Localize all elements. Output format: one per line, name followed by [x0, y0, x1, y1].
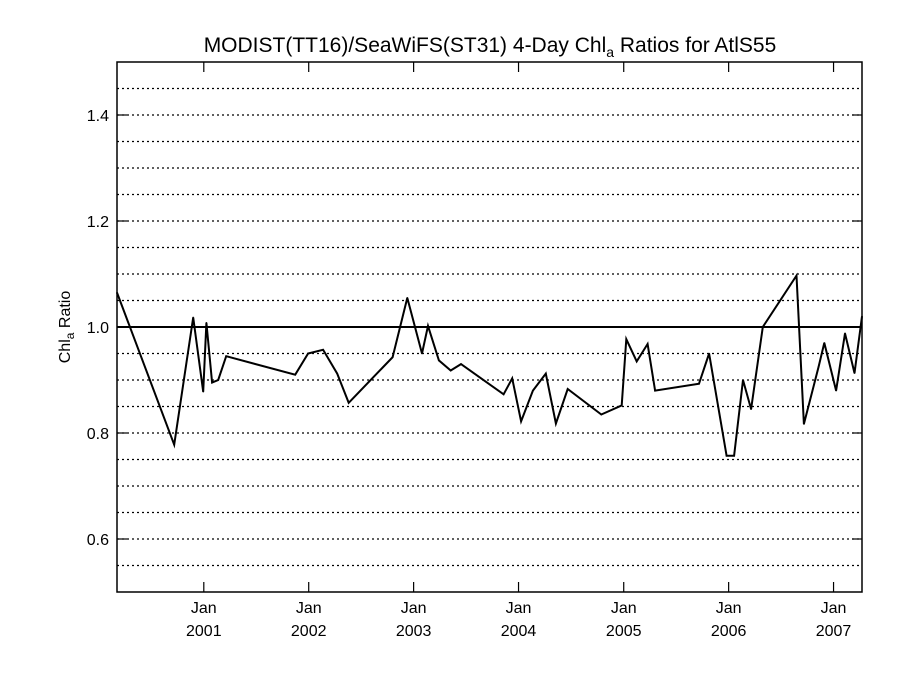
- y-axis-label-suffix: Ratio: [57, 291, 74, 333]
- data-points: [116, 274, 863, 457]
- data-point: [460, 363, 462, 365]
- data-point: [211, 381, 213, 384]
- data-point: [225, 355, 228, 357]
- data-point: [322, 348, 324, 351]
- data-point: [566, 388, 569, 390]
- data-point: [205, 321, 208, 324]
- data-point: [532, 389, 534, 392]
- chart-title-subscript: a: [606, 44, 614, 60]
- y-axis: 0.6 0.8 1.0 1.2 1.4: [87, 108, 862, 549]
- x-tick-label-month: Jan: [611, 600, 637, 617]
- data-point: [427, 325, 429, 327]
- data-point: [502, 393, 505, 396]
- data-point: [307, 352, 309, 355]
- x-tick-label-year: 2003: [396, 623, 432, 640]
- data-point: [803, 423, 805, 425]
- data-point: [600, 413, 603, 416]
- x-tick-label-month: Jan: [401, 600, 427, 617]
- chart-title-suffix: Ratios for AtlS55: [614, 34, 776, 57]
- data-point: [750, 408, 752, 410]
- data-point: [391, 356, 394, 359]
- data-point: [635, 360, 638, 363]
- chart-title: MODIST(TT16)/SeaWiFS(ST31) 4-Day Chla Ra…: [204, 34, 777, 60]
- data-point: [795, 274, 798, 277]
- series-line: [116, 272, 863, 457]
- x-tick-label-year: 2007: [816, 623, 852, 640]
- y-axis-label: Chla Ratio: [57, 291, 77, 364]
- y-tick-label: 1.4: [87, 108, 109, 125]
- data-point: [406, 297, 409, 299]
- data-point: [853, 372, 856, 374]
- data-point: [438, 359, 440, 362]
- x-tick-label-month: Jan: [506, 600, 532, 617]
- data-point: [698, 382, 700, 385]
- x-tick-label-month: Jan: [296, 600, 322, 617]
- y-tick-label: 0.8: [87, 426, 109, 443]
- data-point: [336, 372, 338, 375]
- y-axis-label-subscript: a: [63, 332, 77, 339]
- data-point: [545, 372, 547, 375]
- data-point: [202, 390, 205, 393]
- data-point: [217, 379, 219, 381]
- data-point: [173, 443, 175, 446]
- data-point: [835, 389, 837, 392]
- data-point: [762, 326, 764, 328]
- data-point: [742, 379, 744, 381]
- data-point: [520, 420, 522, 423]
- chart-title-main: MODIST(TT16)/SeaWiFS(ST31) 4-Day Chl: [204, 34, 607, 57]
- data-point: [708, 352, 710, 355]
- data-point: [625, 338, 628, 340]
- data-point: [555, 422, 557, 425]
- x-tick-label-year: 2004: [501, 623, 537, 640]
- data-point: [646, 343, 649, 345]
- data-point: [654, 389, 656, 392]
- y-tick-label: 0.6: [87, 532, 109, 549]
- data-point: [620, 404, 623, 407]
- y-tick-label: 1.2: [87, 214, 109, 231]
- x-tick-label-year: 2001: [186, 623, 222, 640]
- gridlines: [117, 87, 862, 567]
- data-point: [294, 373, 297, 376]
- data-point: [511, 377, 514, 380]
- y-axis-label-main: Chl: [57, 339, 74, 363]
- x-axis: Jan 2001 Jan 2002 Jan 2003 Jan 2004 Jan 2005 Jan 20…: [186, 62, 851, 640]
- data-point: [192, 316, 194, 319]
- data-point: [844, 332, 846, 335]
- data-point: [347, 401, 350, 404]
- data-point: [449, 369, 452, 372]
- x-tick-label-year: 2002: [291, 623, 327, 640]
- data-point: [733, 454, 735, 457]
- data-point: [823, 342, 826, 344]
- x-tick-label-year: 2005: [606, 623, 642, 640]
- data-point: [725, 454, 728, 457]
- x-tick-label-month: Jan: [716, 600, 742, 617]
- x-tick-label-year: 2006: [711, 623, 747, 640]
- data-point: [817, 365, 820, 368]
- data-point: [421, 352, 423, 355]
- x-tick-label-month: Jan: [191, 600, 217, 617]
- x-tick-label-month: Jan: [821, 600, 847, 617]
- y-tick-label: 1.0: [87, 320, 109, 337]
